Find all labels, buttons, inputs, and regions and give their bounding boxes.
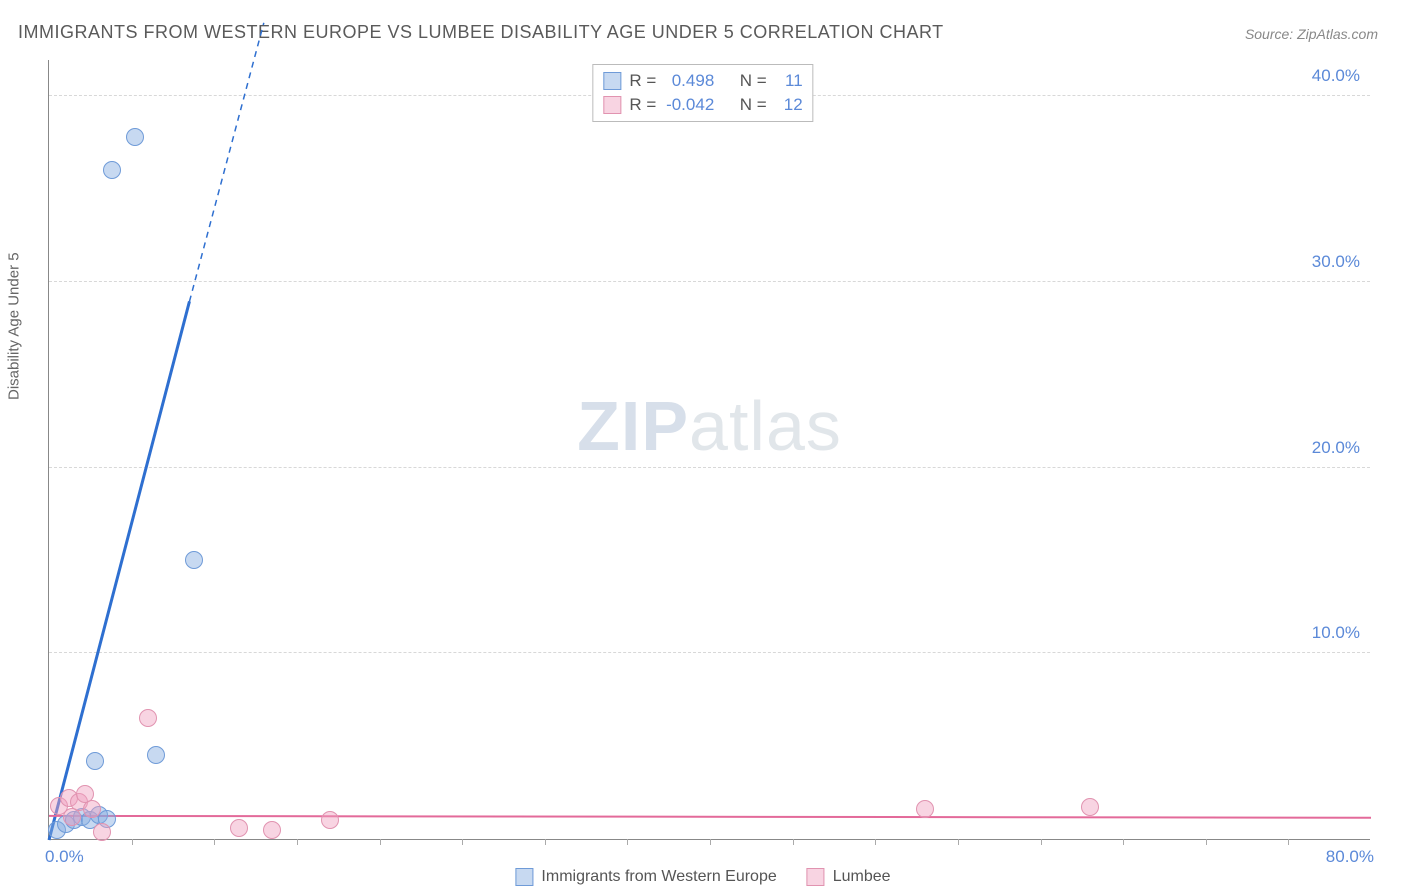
data-point bbox=[86, 752, 104, 770]
legend-swatch bbox=[515, 868, 533, 886]
chart-title: IMMIGRANTS FROM WESTERN EUROPE VS LUMBEE… bbox=[18, 22, 944, 43]
correlation-legend: R = 0.498 N = 11 R = -0.042 N = 12 bbox=[592, 64, 813, 122]
legend-swatch bbox=[807, 868, 825, 886]
legend-row: R = 0.498 N = 11 bbox=[603, 69, 802, 93]
data-point bbox=[263, 821, 281, 839]
legend-r-value: 0.498 bbox=[664, 71, 714, 91]
y-axis-label: Disability Age Under 5 bbox=[6, 252, 23, 400]
series-legend-label: Immigrants from Western Europe bbox=[541, 868, 776, 886]
legend-r-label: R = bbox=[629, 95, 656, 115]
data-point bbox=[147, 746, 165, 764]
data-point bbox=[230, 819, 248, 837]
legend-n-value: 11 bbox=[775, 71, 803, 91]
data-point bbox=[1081, 798, 1099, 816]
trend-line bbox=[49, 301, 189, 840]
data-point bbox=[139, 709, 157, 727]
data-point bbox=[185, 551, 203, 569]
data-point bbox=[126, 128, 144, 146]
data-point bbox=[103, 161, 121, 179]
data-point bbox=[63, 808, 81, 826]
legend-r-value: -0.042 bbox=[664, 95, 714, 115]
data-point bbox=[93, 823, 111, 841]
series-legend-label: Lumbee bbox=[833, 868, 891, 886]
legend-row: R = -0.042 N = 12 bbox=[603, 93, 802, 117]
series-legend-item: Lumbee bbox=[807, 868, 891, 886]
chart-plot-area: ZIPatlas 10.0%20.0%30.0%40.0%0.0%80.0% bbox=[48, 60, 1370, 840]
data-point bbox=[83, 800, 101, 818]
legend-swatch bbox=[603, 96, 621, 114]
trend-lines-layer bbox=[49, 60, 1371, 840]
legend-n-label: N = bbox=[740, 71, 767, 91]
x-tick-label-max: 80.0% bbox=[1326, 847, 1374, 867]
series-legend-item: Immigrants from Western Europe bbox=[515, 868, 776, 886]
legend-n-value: 12 bbox=[775, 95, 803, 115]
data-point bbox=[321, 811, 339, 829]
series-legend: Immigrants from Western Europe Lumbee bbox=[515, 868, 890, 886]
legend-r-label: R = bbox=[629, 71, 656, 91]
legend-n-label: N = bbox=[740, 95, 767, 115]
x-tick-label-min: 0.0% bbox=[45, 847, 84, 867]
trend-line bbox=[49, 816, 1371, 818]
legend-swatch bbox=[603, 72, 621, 90]
trend-line-extrapolated bbox=[189, 23, 263, 302]
data-point bbox=[916, 800, 934, 818]
source-attribution: Source: ZipAtlas.com bbox=[1245, 26, 1378, 42]
